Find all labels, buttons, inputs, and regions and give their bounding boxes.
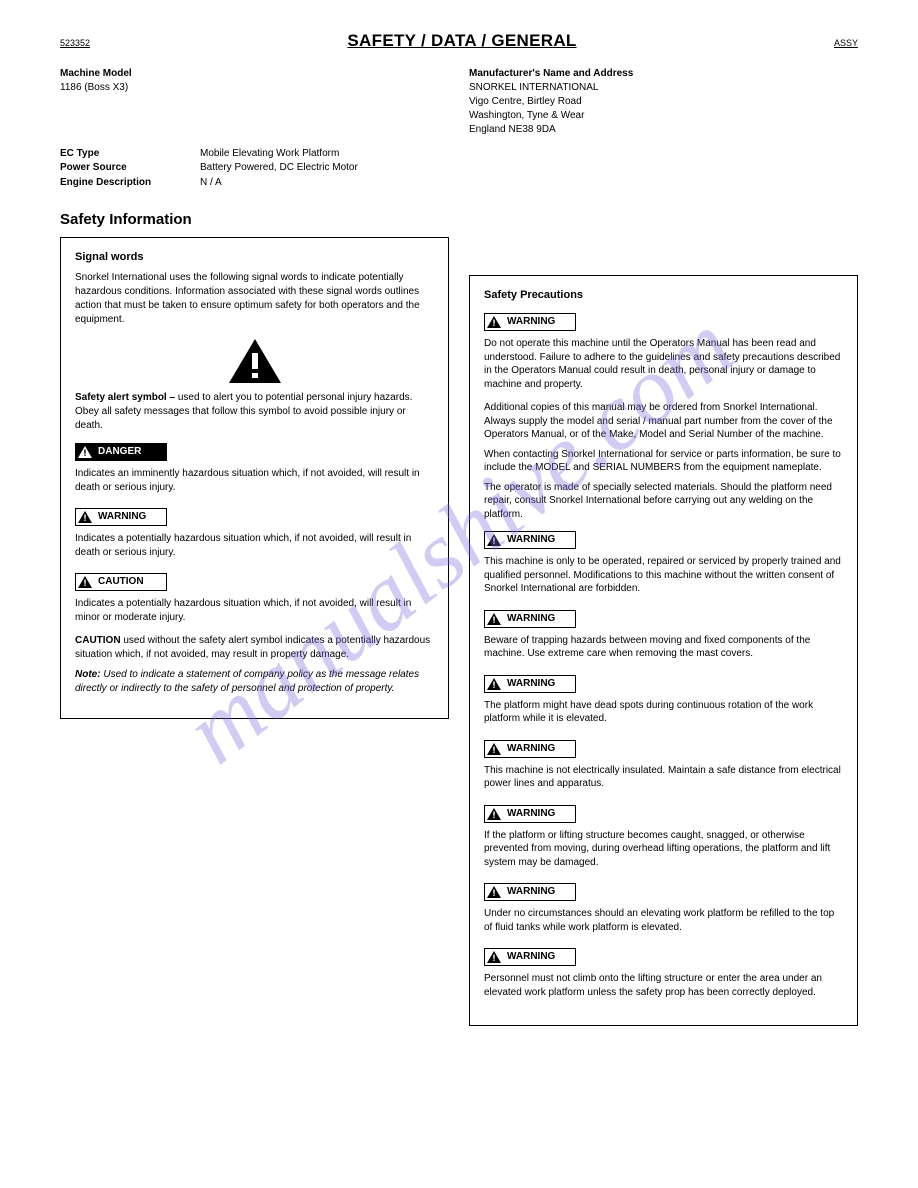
spec-value-2: N / A: [200, 176, 222, 191]
safety-info-title: Safety Information: [60, 210, 858, 230]
additional-copies: Additional copies of this manual may be …: [484, 401, 843, 442]
manufacturer-value: SNORKEL INTERNATIONAL Vigo Centre, Birtl…: [469, 81, 858, 137]
operator-materials: The operator is made of specially select…: [484, 481, 843, 522]
warning-label-4: WARNING: [484, 675, 576, 693]
warning-text-1: Do not operate this machine until the Op…: [484, 337, 843, 391]
header-right: ASSY: [834, 37, 858, 49]
signal-words-p1: Snorkel International uses the following…: [75, 271, 434, 327]
warning-label-5: WARNING: [484, 740, 576, 758]
main-columns: Signal words Snorkel International uses …: [60, 237, 858, 1026]
warning-label-left: WARNING: [75, 508, 167, 526]
signal-words-heading: Signal words: [75, 250, 434, 265]
warning-text-6: If the platform or lifting structure bec…: [484, 829, 843, 870]
alert-triangle-icon: [227, 337, 283, 385]
warning-text-4: The platform might have dead spots durin…: [484, 699, 843, 726]
warning-text-8: Personnel must not climb onto the liftin…: [484, 972, 843, 999]
warning-label-2: WARNING: [484, 531, 576, 549]
intro-table: Machine Model 1186 (Boss X3) Manufacture…: [60, 67, 858, 137]
spec-block: EC TypeMobile Elevating Work Platform Po…: [60, 147, 459, 191]
precautions-box: Safety Precautions WARNING Do not operat…: [469, 275, 858, 1026]
spec-label-1: Power Source: [60, 161, 200, 176]
warning-text-left: WARNING: [98, 510, 146, 524]
warning-label-3: WARNING: [484, 610, 576, 628]
warning-text-7: Under no circumstances should an elevati…: [484, 907, 843, 934]
spec-value-1: Battery Powered, DC Electric Motor: [200, 161, 358, 176]
warning-label-6: WARNING: [484, 805, 576, 823]
warning-text-5: This machine is not electrically insulat…: [484, 764, 843, 791]
warning-label-8: WARNING: [484, 948, 576, 966]
model-label: Machine Model: [60, 68, 132, 79]
page-header: 523352 SAFETY / DATA / GENERAL ASSY: [60, 30, 858, 53]
spec-value-0: Mobile Elevating Work Platform: [200, 147, 339, 162]
safety-alert-desc: Safety alert symbol – used to alert you …: [75, 391, 434, 433]
danger-desc: Indicates an imminently hazardous situat…: [75, 467, 434, 494]
caution-label-left: CAUTION: [75, 573, 167, 591]
caution-no-symbol: CAUTION used without the safety alert sy…: [75, 634, 434, 662]
warning-text-3: Beware of trapping hazards between movin…: [484, 634, 843, 661]
spec-label-2: Engine Description: [60, 176, 200, 191]
header-code: 523352: [60, 37, 90, 49]
contact-info: When contacting Snorkel International fo…: [484, 448, 843, 475]
caution-text-left: CAUTION: [98, 575, 144, 589]
warning-label-7: WARNING: [484, 883, 576, 901]
caution-desc-left: Indicates a potentially hazardous situat…: [75, 597, 434, 624]
warning-label-1: WARNING: [484, 313, 576, 331]
warning-text-2: This machine is only to be operated, rep…: [484, 555, 843, 596]
danger-label: DANGER: [75, 443, 167, 461]
precautions-title: Safety Precautions: [484, 288, 843, 303]
spec-label-0: EC Type: [60, 147, 200, 162]
header-title: SAFETY / DATA / GENERAL: [347, 30, 576, 53]
manufacturer-label: Manufacturer's Name and Address: [469, 68, 633, 79]
danger-text: DANGER: [98, 445, 141, 459]
note-line: Note: Used to indicate a statement of co…: [75, 668, 434, 696]
warning-desc-left: Indicates a potentially hazardous situat…: [75, 532, 434, 559]
signal-words-box: Signal words Snorkel International uses …: [60, 237, 449, 719]
model-value: 1186 (Boss X3): [60, 81, 449, 95]
